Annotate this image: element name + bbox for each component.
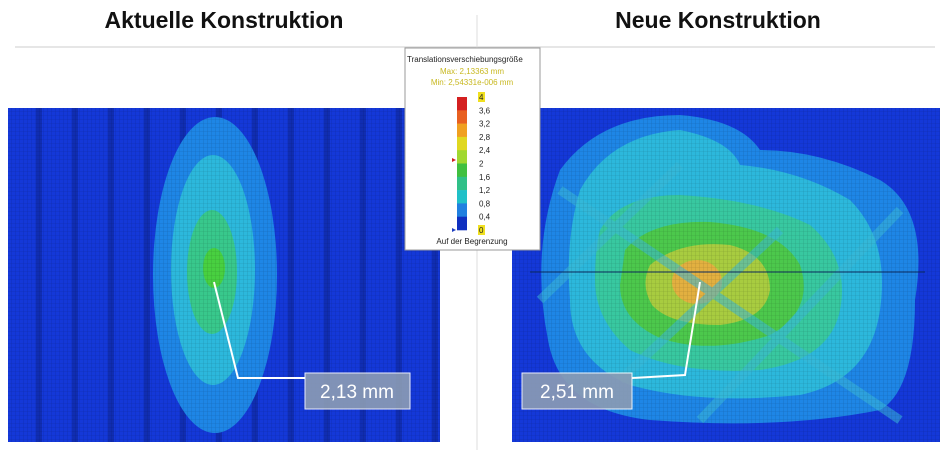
legend-footer: Auf der Begrenzung — [436, 237, 507, 246]
color-band — [457, 177, 467, 191]
color-band — [457, 137, 467, 151]
color-band — [457, 217, 467, 231]
legend-tick: 4 — [479, 93, 484, 102]
legend-tick: 2,4 — [479, 146, 491, 155]
left-callout: 2,13 mm — [320, 382, 394, 403]
legend-title: Translationsverschiebungsgröße — [407, 55, 523, 64]
legend-min: Min: 2,54331e-006 mm — [431, 78, 514, 87]
legend-tick: 0 — [479, 226, 484, 235]
legend-tick: 0,8 — [479, 199, 491, 208]
color-band — [457, 190, 467, 204]
color-band — [457, 110, 467, 124]
color-band — [457, 124, 467, 138]
legend-tick: 1,2 — [479, 186, 491, 195]
left-title: Aktuelle Konstruktion — [105, 7, 344, 33]
color-band — [457, 164, 467, 178]
legend: Translationsverschiebungsgröße Max: 2,13… — [405, 48, 540, 250]
legend-tick: 2 — [479, 160, 484, 169]
legend-tick: 3,6 — [479, 106, 491, 115]
right-callout: 2,51 mm — [540, 382, 614, 403]
legend-tick: 2,8 — [479, 133, 491, 142]
slide: Aktuelle Konstruktion Neue Konstruktion … — [0, 0, 942, 452]
color-band — [457, 97, 467, 111]
color-band — [457, 150, 467, 164]
legend-tick: 3,2 — [479, 120, 491, 129]
legend-tick: 1,6 — [479, 173, 491, 182]
legend-tick: 0,4 — [479, 213, 491, 222]
legend-max: Max: 2,13363 mm — [440, 67, 504, 76]
right-title: Neue Konstruktion — [615, 7, 821, 33]
color-band — [457, 203, 467, 217]
